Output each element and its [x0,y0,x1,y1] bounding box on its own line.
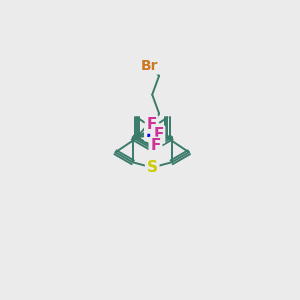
Text: N: N [146,125,159,140]
Text: Br: Br [140,59,158,73]
Text: F: F [153,127,164,142]
Text: F: F [147,117,157,132]
Text: F: F [150,139,161,154]
Text: S: S [147,160,158,175]
